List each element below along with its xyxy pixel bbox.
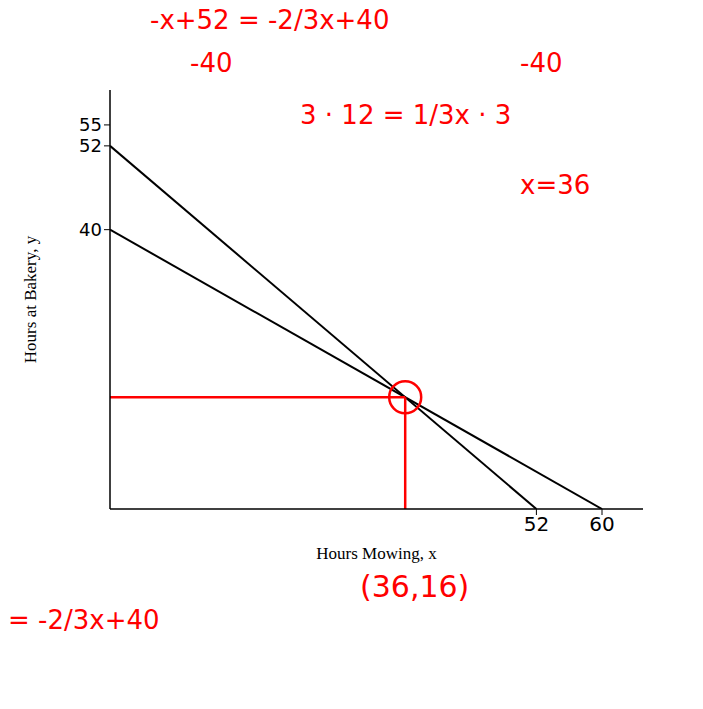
html-text:= -2/3x+40: = -2/3x+40 xyxy=(8,605,160,635)
svg-text:52: 52 xyxy=(79,135,102,156)
html-text:3 · 12 = 1/3x · 3: 3 · 12 = 1/3x · 3 xyxy=(300,100,512,130)
svg-text:40: 40 xyxy=(79,219,102,240)
svg-text:55: 55 xyxy=(79,114,102,135)
html-text:-40: -40 xyxy=(190,48,233,78)
svg-text:52: 52 xyxy=(524,512,549,536)
html-text:x=36: x=36 xyxy=(520,170,591,200)
html-text:(36,16): (36,16) xyxy=(360,569,470,604)
svg-text:Hours Mowing, x: Hours Mowing, x xyxy=(316,544,437,563)
html-text:-40: -40 xyxy=(520,48,563,78)
svg-text:Hours at Bakery, y: Hours at Bakery, y xyxy=(21,235,40,363)
html-text:-x+52 = -2/3x+40: -x+52 = -2/3x+40 xyxy=(150,5,390,35)
svg-text:60: 60 xyxy=(589,512,614,536)
